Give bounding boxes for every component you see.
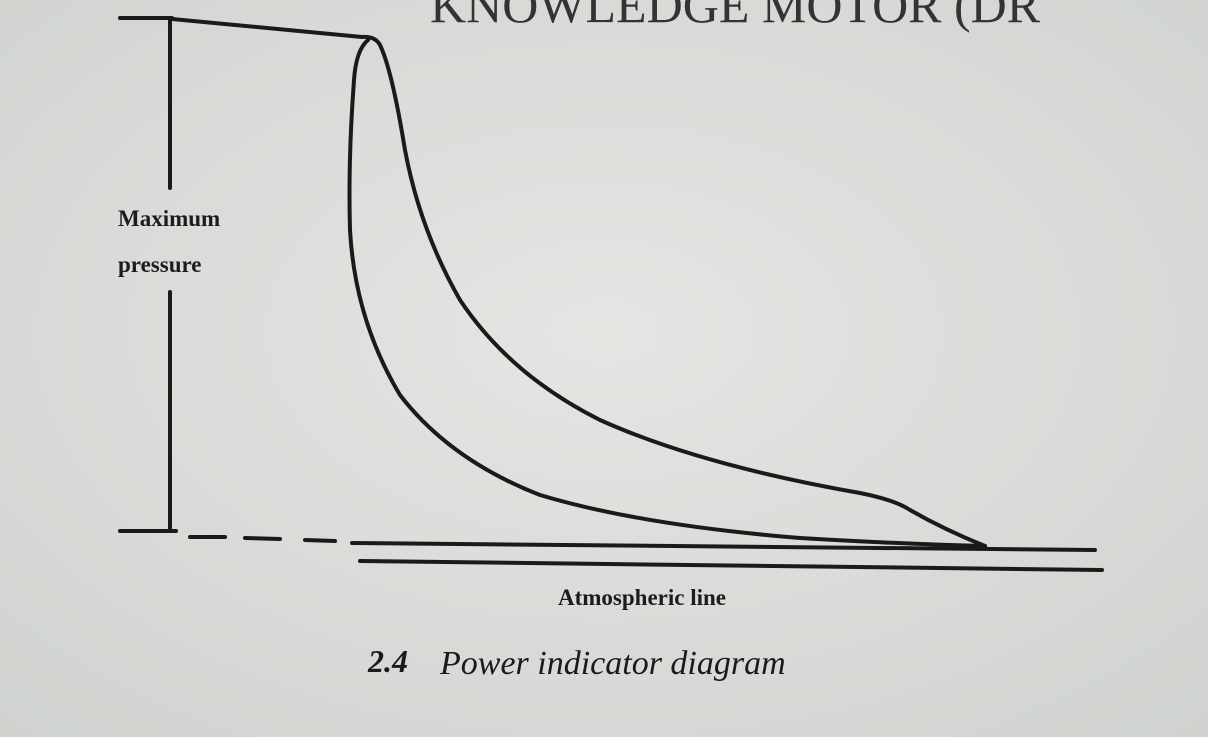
atmospheric-line-label: Atmospheric line (558, 585, 726, 610)
atmospheric-line (358, 559, 1104, 572)
y-label-line-2: pressure (118, 252, 202, 277)
page-header-fragment: KNOWLEDGE MOTOR (DR (430, 0, 1041, 33)
caption-title: Power indicator diagram (439, 645, 786, 682)
caption-number: 2.4 (367, 643, 408, 679)
expansion-curve (170, 17, 987, 548)
compression-baseline (350, 541, 1097, 552)
dashed-line (188, 535, 337, 543)
y-label-line-1: Maximum (118, 206, 220, 231)
compression-curve (347, 38, 987, 548)
